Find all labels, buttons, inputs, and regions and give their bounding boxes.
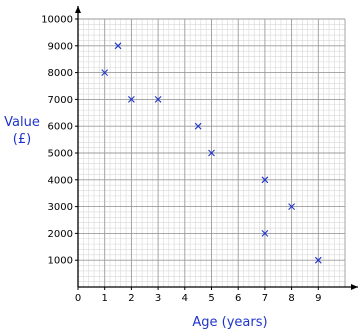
data-point <box>288 203 295 210</box>
y-tick-label: 10000 <box>41 15 73 26</box>
data-point <box>261 176 269 184</box>
y-tick-label: 4000 <box>48 175 73 186</box>
y-tick-label: 2000 <box>48 229 73 240</box>
data-point <box>194 122 202 130</box>
data-point-stroke <box>314 256 322 264</box>
y-axis-title-line2: (£) <box>13 132 31 147</box>
axes <box>75 6 358 290</box>
data-point-stroke <box>194 122 202 130</box>
data-point <box>208 149 215 157</box>
y-tick-label: 9000 <box>48 41 73 52</box>
x-axis-arrow <box>351 284 358 290</box>
data-points <box>101 42 322 264</box>
y-tick-label: 6000 <box>48 122 73 133</box>
x-axis-title: Age (years) <box>192 315 267 330</box>
x-tick-label: 7 <box>262 293 268 304</box>
data-point-stroke <box>154 96 162 103</box>
data-point <box>261 230 269 237</box>
x-tick-label: 6 <box>235 293 241 304</box>
data-point-stroke <box>261 176 269 184</box>
y-tick-label: 7000 <box>48 95 73 106</box>
x-tick-label: 5 <box>208 293 214 304</box>
y-tick-label: 8000 <box>48 68 73 79</box>
data-point-stroke <box>114 42 122 50</box>
x-tick-label: 2 <box>128 293 134 304</box>
x-tick-label: 8 <box>288 293 294 304</box>
x-tick-label: 9 <box>315 293 321 304</box>
data-point-stroke <box>261 230 269 237</box>
data-point-stroke <box>128 96 135 103</box>
data-point <box>314 256 322 264</box>
data-point <box>154 96 162 103</box>
y-axis-arrow <box>75 6 81 13</box>
data-point <box>128 96 135 103</box>
x-tick-label: 4 <box>182 293 188 304</box>
data-point <box>101 69 109 76</box>
x-tick-labels: 0 1 2 3 4 5 6 7 8 9 <box>75 287 321 304</box>
y-tick-label: 3000 <box>48 202 73 213</box>
data-point-stroke <box>288 203 295 210</box>
y-tick-label: 1000 <box>48 256 73 267</box>
x-tick-label: 0 <box>75 293 81 304</box>
y-axis-title-line1: Value <box>4 115 40 130</box>
data-point-stroke <box>101 69 109 76</box>
x-tick-label: 3 <box>155 293 161 304</box>
y-tick-labels: 1000 2000 3000 4000 5000 6000 7000 8000 9000 1000… <box>41 15 78 267</box>
data-point-stroke <box>208 149 215 157</box>
y-tick-label: 5000 <box>48 149 73 160</box>
data-point <box>114 42 122 50</box>
x-tick-label: 1 <box>102 293 108 304</box>
